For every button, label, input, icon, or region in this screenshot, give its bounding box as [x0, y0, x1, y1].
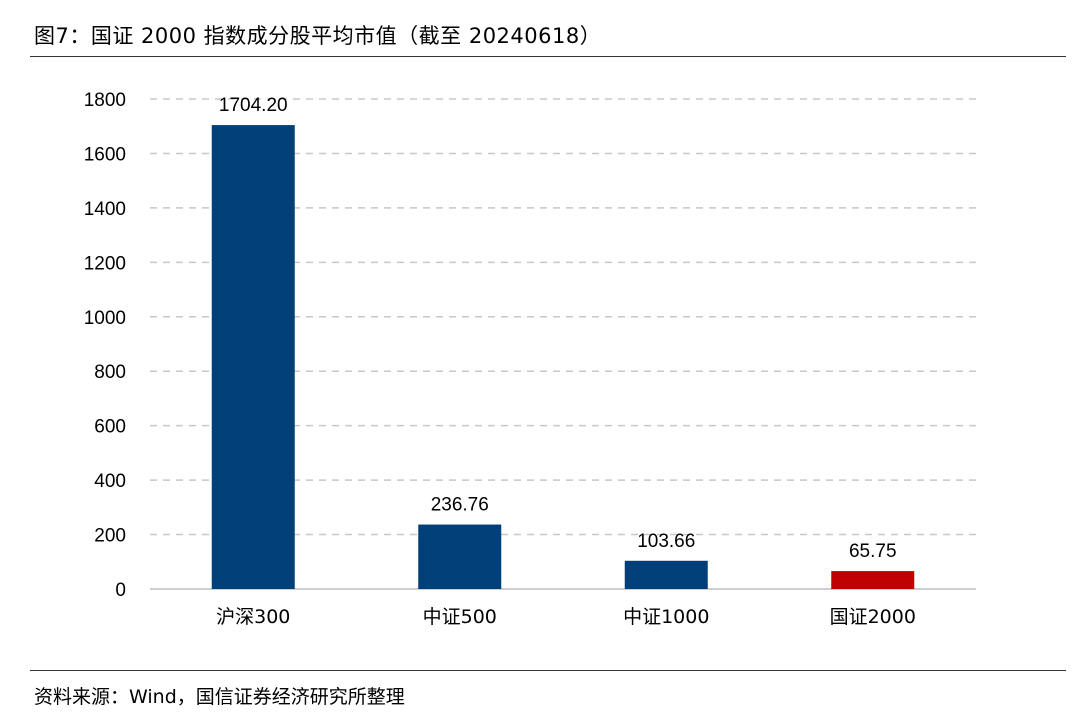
source-note: 资料来源：Wind，国信证券经济研究所整理 [34, 686, 405, 708]
category-label: 中证500 [423, 606, 497, 628]
y-tick-label: 800 [94, 362, 126, 383]
y-tick-label: 0 [115, 580, 126, 601]
bar-3 [624, 560, 708, 589]
chart-title: 图7：国证 2000 指数成分股平均市值（截至 20240618） [34, 24, 602, 48]
y-tick-label: 1200 [84, 253, 126, 274]
data-label: 1704.20 [219, 95, 288, 116]
bar-2 [418, 524, 502, 589]
y-tick-label: 1000 [84, 308, 126, 329]
y-tick-label: 600 [94, 417, 126, 438]
y-tick-label: 1600 [84, 144, 126, 165]
data-label: 65.75 [849, 541, 897, 562]
category-label: 国证2000 [830, 606, 916, 628]
y-tick-label: 200 [94, 526, 126, 547]
bar-4 [831, 571, 915, 589]
source-rule [30, 670, 1066, 671]
category-label: 中证1000 [623, 606, 709, 628]
title-rule [30, 56, 1066, 57]
y-tick-label: 1400 [84, 199, 126, 220]
data-label: 103.66 [637, 531, 695, 552]
category-labels: 沪深300 中证500 中证1000 国证2000 [216, 606, 916, 628]
bar-1 [211, 125, 295, 589]
data-labels: 1704.20 236.76 103.66 65.75 [219, 95, 897, 562]
y-axis-ticks: 0 200 400 600 800 1000 1200 1400 1600 1800 [84, 90, 126, 601]
category-label: 沪深300 [216, 606, 290, 628]
bars [211, 125, 915, 589]
y-tick-label: 1800 [84, 90, 126, 111]
y-tick-label: 400 [94, 471, 126, 492]
data-label: 236.76 [431, 495, 489, 516]
